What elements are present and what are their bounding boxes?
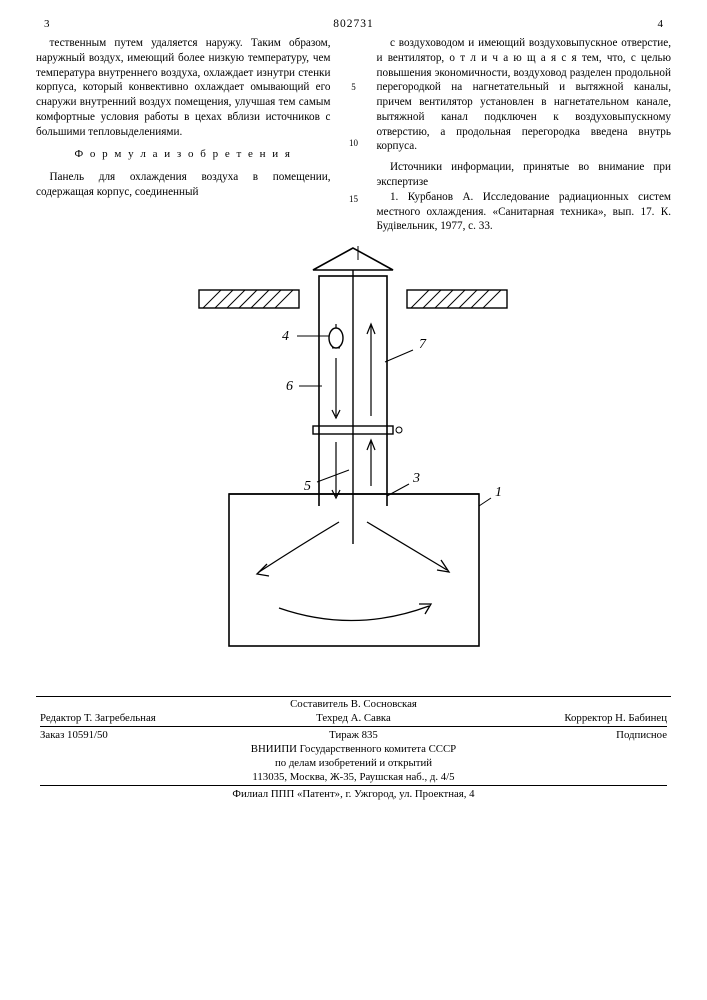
right-column: с воздуховодом и имеющий воздуховыпускно… [377,36,672,234]
right-para-1: с воздуховодом и имеющий воздуховыпускно… [377,36,672,154]
fig-label-7: 7 [419,337,427,352]
branch: Филиал ППП «Патент», г. Ужгород, ул. Про… [36,787,671,801]
casing-body [229,494,479,646]
fig-label-4: 4 [282,329,289,344]
subscription: Подписное [461,728,671,742]
line-number-gutter: 5 10 15 [347,36,361,234]
arrows-supply-down [332,358,340,498]
sources-heading: Источники информации, принятые во вниман… [377,160,672,190]
composer: Составитель В. Сосновская [36,697,671,711]
corrector: Корректор Н. Бабинец [461,711,671,725]
page: 3 4 802731 тественным путем удаляется на… [0,0,707,821]
col-right-number: 4 [658,18,664,30]
left-column: тественным путем удаляется наружу. Таким… [36,36,331,234]
source-item-1: 1. Курбанов А. Исследование радиационных… [377,190,672,234]
col-left-number: 3 [44,18,50,30]
fig-label-1: 1 [495,485,502,500]
tirazh: Тираж 835 [246,728,462,742]
tech-editor: Техред А. Савка [246,711,462,725]
fig-label-3: 3 [412,471,420,486]
org-line-2: по делам изобретений и открытий [36,756,671,770]
arrows-exhaust-up [367,324,375,486]
order-number: Заказ 10591/50 [36,728,246,742]
line-mark-5: 5 [347,82,361,94]
footer-rule-1 [40,726,667,727]
duct-cap [313,248,393,276]
wall-right [407,290,507,308]
figure: 2 4 6 7 5 3 1 [36,246,671,666]
fig-label-6: 6 [286,379,293,394]
fig-label-5: 5 [304,479,311,494]
fan-symbol [329,324,343,348]
wall-left [199,290,299,308]
line-mark-15: 15 [347,194,361,206]
line-mark-10: 10 [347,138,361,150]
footer-rule-2 [40,785,667,786]
left-para-2: Панель для охлаждения воздуха в помещени… [36,170,331,200]
leaders [297,246,491,506]
editor: Редактор Т. Загребельная [36,711,246,725]
formula-heading: Ф о р м у л а и з о б р е т е н и я [36,147,331,162]
left-para-1: тественным путем удаляется наружу. Таким… [36,36,331,139]
figure-labels: 2 4 6 7 5 3 1 [282,246,502,500]
footer-block: Составитель В. Сосновская Редактор Т. За… [36,697,671,801]
diagram-svg: 2 4 6 7 5 3 1 [189,246,519,666]
duct-collar [313,426,402,434]
document-number: 802731 [36,18,671,30]
two-column-text: тественным путем удаляется наружу. Таким… [36,36,671,234]
address: 113035, Москва, Ж-35, Раушская наб., д. … [36,770,671,784]
org-line-1: ВНИИПИ Государственного комитета СССР [36,742,671,756]
